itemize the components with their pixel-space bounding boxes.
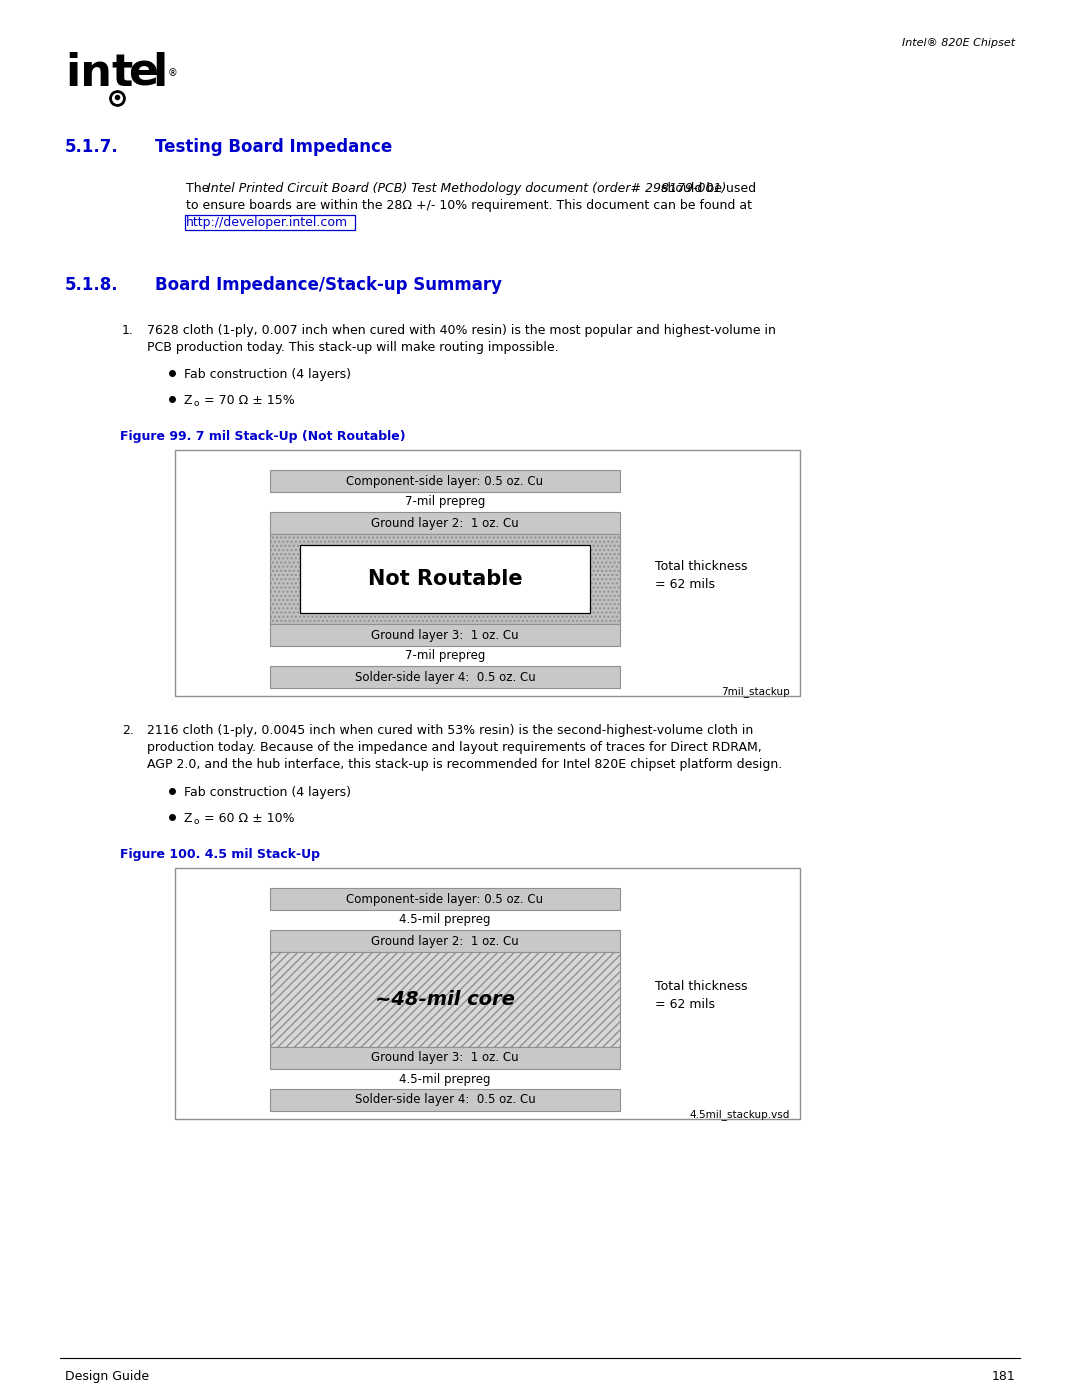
Text: 1.: 1. <box>122 324 134 337</box>
Bar <box>270 1090 620 1111</box>
Text: Not Routable: Not Routable <box>367 569 523 590</box>
Text: Design Guide: Design Guide <box>65 1370 149 1383</box>
Text: Ground layer 2:  1 oz. Cu: Ground layer 2: 1 oz. Cu <box>372 935 518 947</box>
Text: Component-side layer: 0.5 oz. Cu: Component-side layer: 0.5 oz. Cu <box>347 475 543 488</box>
Text: 5.1.8.: 5.1.8. <box>65 277 119 293</box>
Text: PCB production today. This stack-up will make routing impossible.: PCB production today. This stack-up will… <box>147 341 558 353</box>
Text: l: l <box>152 52 167 95</box>
Text: 5.1.7.: 5.1.7. <box>65 138 119 156</box>
Text: 2.: 2. <box>122 724 134 738</box>
Text: Total thickness: Total thickness <box>654 981 747 993</box>
Text: 7mil_stackup: 7mil_stackup <box>721 686 789 697</box>
Bar <box>270 511 620 534</box>
Text: production today. Because of the impedance and layout requirements of traces for: production today. Because of the impedan… <box>147 740 761 754</box>
Text: Board Impedance/Stack-up Summary: Board Impedance/Stack-up Summary <box>156 277 502 293</box>
Text: e: e <box>129 52 158 95</box>
Text: Component-side layer: 0.5 oz. Cu: Component-side layer: 0.5 oz. Cu <box>347 893 543 905</box>
Text: AGP 2.0, and the hub interface, this stack-up is recommended for Intel 820E chip: AGP 2.0, and the hub interface, this sta… <box>147 759 782 771</box>
Text: 4.5-mil prepreg: 4.5-mil prepreg <box>400 1073 490 1085</box>
Text: 7-mil prepreg: 7-mil prepreg <box>405 650 485 662</box>
Text: Solder-side layer 4:  0.5 oz. Cu: Solder-side layer 4: 0.5 oz. Cu <box>354 1094 536 1106</box>
Bar <box>270 951 620 1046</box>
Text: Intel® 820E Chipset: Intel® 820E Chipset <box>902 38 1015 47</box>
Text: Ground layer 3:  1 oz. Cu: Ground layer 3: 1 oz. Cu <box>372 629 518 641</box>
Text: ~48-mil core: ~48-mil core <box>375 990 515 1009</box>
Text: should be used: should be used <box>657 182 756 196</box>
Text: 181: 181 <box>991 1370 1015 1383</box>
Text: Ground layer 2:  1 oz. Cu: Ground layer 2: 1 oz. Cu <box>372 517 518 529</box>
Text: = 62 mils: = 62 mils <box>654 999 715 1011</box>
Text: http://developer.intel.com: http://developer.intel.com <box>186 217 348 229</box>
Text: = 62 mils: = 62 mils <box>654 578 715 591</box>
Text: Ground layer 3:  1 oz. Cu: Ground layer 3: 1 oz. Cu <box>372 1052 518 1065</box>
Bar <box>270 1046 620 1069</box>
Text: = 70 Ω ± 15%: = 70 Ω ± 15% <box>200 394 295 407</box>
Bar <box>270 666 620 687</box>
Text: Intel Printed Circuit Board (PCB) Test Methodology document (order# 298179-001): Intel Printed Circuit Board (PCB) Test M… <box>207 182 727 196</box>
Text: 4.5mil_stackup.vsd: 4.5mil_stackup.vsd <box>690 1109 789 1120</box>
Text: Total thickness: Total thickness <box>654 560 747 573</box>
Bar <box>270 469 620 492</box>
Bar <box>175 450 800 696</box>
Text: Testing Board Impedance: Testing Board Impedance <box>156 138 392 156</box>
Bar <box>270 624 620 645</box>
Text: Z: Z <box>184 394 192 407</box>
Text: 2116 cloth (1-ply, 0.0045 inch when cured with 53% resin) is the second-highest-: 2116 cloth (1-ply, 0.0045 inch when cure… <box>147 724 753 738</box>
Text: The: The <box>186 182 214 196</box>
Text: o: o <box>193 400 199 408</box>
Text: to ensure boards are within the 28Ω +/- 10% requirement. This document can be fo: to ensure boards are within the 28Ω +/- … <box>186 198 752 212</box>
Text: Solder-side layer 4:  0.5 oz. Cu: Solder-side layer 4: 0.5 oz. Cu <box>354 671 536 683</box>
Text: Z: Z <box>184 812 192 826</box>
Bar <box>175 868 800 1119</box>
Text: ®: ® <box>168 68 178 78</box>
Bar <box>270 534 620 624</box>
Text: Figure 100. 4.5 mil Stack-Up: Figure 100. 4.5 mil Stack-Up <box>120 848 320 861</box>
Text: 7628 cloth (1-ply, 0.007 inch when cured with 40% resin) is the most popular and: 7628 cloth (1-ply, 0.007 inch when cured… <box>147 324 775 337</box>
Text: o: o <box>193 817 199 826</box>
Bar <box>270 888 620 909</box>
Text: int: int <box>65 52 133 95</box>
Bar <box>300 545 590 613</box>
Text: 4.5-mil prepreg: 4.5-mil prepreg <box>400 914 490 926</box>
Bar <box>185 215 355 231</box>
Text: Figure 99. 7 mil Stack-Up (Not Routable): Figure 99. 7 mil Stack-Up (Not Routable) <box>120 430 406 443</box>
Text: 7-mil prepreg: 7-mil prepreg <box>405 496 485 509</box>
Text: Fab construction (4 layers): Fab construction (4 layers) <box>184 367 351 381</box>
Bar <box>270 930 620 951</box>
Text: = 60 Ω ± 10%: = 60 Ω ± 10% <box>200 812 295 826</box>
Text: Fab construction (4 layers): Fab construction (4 layers) <box>184 787 351 799</box>
